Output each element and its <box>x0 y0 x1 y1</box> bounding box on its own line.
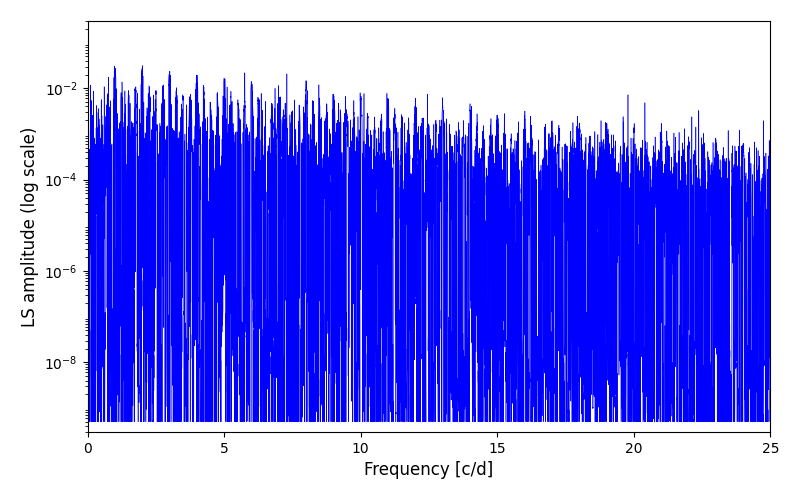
Y-axis label: LS amplitude (log scale): LS amplitude (log scale) <box>21 126 39 326</box>
X-axis label: Frequency [c/d]: Frequency [c/d] <box>364 461 494 479</box>
